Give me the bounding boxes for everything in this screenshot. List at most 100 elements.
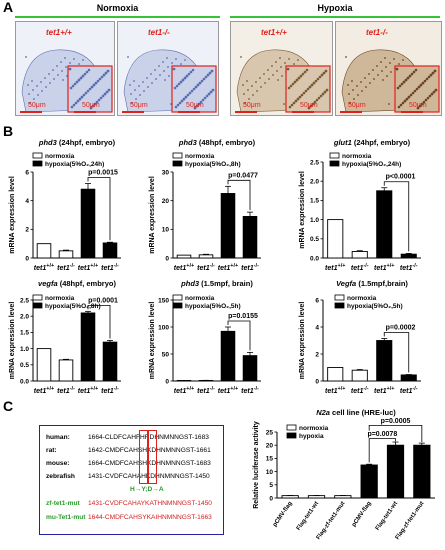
chart-3-ytick-label-5: 2.5: [20, 297, 29, 304]
chart-2-ytick-label-4: 2.0: [310, 179, 319, 186]
chart-5-xtick-label-0: tet1+/+: [325, 386, 345, 395]
chart-5-bar-0: [327, 367, 344, 382]
chart-3-ytick-label-1: 0.5: [20, 362, 29, 369]
chart-3-xtick-label-2: tet1+/+: [78, 386, 98, 395]
genotype-label-2: tet1-/-: [148, 28, 170, 37]
chart-2-legend-hypoxia-label: hypoxia(5%O₂,24h): [342, 161, 401, 168]
chart-5-legend-normoxia-swatch: [334, 294, 345, 301]
chart-6-ytick-label-4: 20: [266, 443, 274, 450]
chart-6-ytick-label-3: 15: [266, 456, 274, 463]
chart-2-ytick-label-2: 1.0: [310, 217, 319, 224]
chart-4-bar-3: [242, 355, 258, 382]
chart-5-bracket: [383, 332, 410, 373]
chart-6-ytick-label-0: 0: [269, 495, 273, 502]
chart-3-ytick-label-0: 0.0: [20, 378, 29, 385]
chart-0-xtick-label-1: tet1-/-: [57, 263, 75, 272]
chart-2-ytick-label-0: 0.0: [310, 255, 319, 262]
chart-5-xtick-label-3: tet1-/-: [400, 386, 418, 395]
normoxia-title: Normoxia: [96, 3, 139, 13]
chart-0-ytick-label-3: 6: [25, 169, 29, 176]
chart-0-ytick-label-1: 2: [25, 227, 29, 234]
histology-image-2: tet1-/- 50μm 50μm: [117, 21, 219, 116]
chart-3-legend-hypoxia-label: hypoxia(5%O₂,8h): [45, 303, 101, 310]
scale-bar-inset: [401, 111, 423, 113]
chart-1-bar-1: [198, 254, 214, 259]
chart-2-xtick-label-3: tet1-/-: [400, 263, 418, 272]
chart-1-bar-3: [242, 215, 258, 259]
chart-5-ytick-label-3: 6: [315, 297, 319, 304]
chart-1-legend-hypoxia-label: hypoxia(5%O₂,8h): [185, 161, 241, 168]
chart-2-legend-hypoxia-swatch: [329, 160, 340, 167]
chart-1-bar-2: [220, 193, 236, 259]
chart-0-bar-2: [80, 188, 96, 259]
sequence-alignment-box: human: 1664-CLDFCAHFHRDHNMNNGST-1683 rat: 1…: [39, 425, 224, 535]
scale-bar-main: [20, 111, 42, 113]
chart-2-annotation: p<0.0001: [386, 174, 416, 181]
chart-6-bar-0: [281, 495, 299, 499]
panel-b-label: B: [3, 123, 14, 139]
chart-0-ytick-label-2: 4: [25, 198, 29, 205]
chart-1-legend-hypoxia-swatch: [172, 160, 183, 167]
chart-4-bracket: [227, 320, 251, 351]
chart-0-legend-normoxia-label: normoxia: [45, 153, 75, 160]
chart-1-xtick-label-3: tet1-/-: [241, 263, 259, 272]
chart-0-bar-1: [58, 250, 74, 259]
sequence-text: 1431-CVDFCAHAYKATHNMNNGST-1450: [88, 500, 212, 507]
sequence-text: 1644-CMDFCAHSYKAIHNMNNGST-1663: [88, 514, 212, 521]
chart-6-xtick-label-2: Flag-zf-tet1-mut: [316, 501, 347, 541]
scale-bar-inset: [178, 111, 200, 113]
scale-bar-main-text: 50μm: [243, 102, 261, 109]
chart-6-xtick-label-5: Flag-zf-tet1-mut: [395, 501, 426, 541]
chart-4-ylabel: mRNA expression level: [149, 302, 156, 380]
chart-1-ytick-label-2: 20: [162, 198, 170, 205]
scale-bar-main-text: 50μm: [28, 102, 46, 109]
chart-0-title: phd3 (24hpf, embryo): [38, 138, 116, 147]
chart-1-bracket: [227, 179, 251, 211]
hl-box-d: [148, 430, 157, 484]
chart-4-legend-hypoxia-swatch: [172, 302, 183, 309]
chart-6-bracket-1: [368, 425, 423, 443]
chart-2-bar-1: [351, 251, 368, 259]
chart-3-ylabel: mRNA expression level: [9, 302, 16, 380]
chart-6-bar-1: [307, 495, 326, 499]
chart-4-xtick-label-3: tet1-/-: [241, 386, 259, 395]
chart-1-ytick-label-3: 30: [162, 169, 170, 176]
chart-6-annotation-0: p=0.0078: [367, 431, 397, 438]
chart-6-xtick-label-1: Flag-tet1-wt: [296, 501, 320, 532]
scale-bar-main-text: 50μm: [348, 102, 366, 109]
chart-3-ytick-label-4: 2.0: [20, 314, 29, 321]
chart-5-legend-hypoxia-swatch: [334, 302, 345, 309]
chart-5-ylabel: mRNA expression level: [299, 302, 306, 380]
chart-2-xtick-label-0: tet1+/+: [325, 263, 345, 272]
hypoxia-title: Hypoxia: [317, 3, 353, 13]
chart-5-ytick-label-0: 0: [315, 378, 319, 385]
chart-6-legend-normoxia-label: normoxia: [299, 425, 329, 432]
chart-6-bar-4: [386, 444, 405, 499]
chart-5-bar-1: [351, 369, 368, 382]
histology-image-4: tet1-/- 50μm 50μm: [335, 21, 442, 116]
chart-1-xtick-label-1: tet1-/-: [197, 263, 215, 272]
chart-3-bar-0: [36, 348, 52, 382]
chart-2-legend-normoxia-label: normoxia: [342, 153, 372, 160]
chart-5-ytick-label-2: 4: [315, 324, 319, 331]
chart-4-bar-0: [176, 380, 192, 382]
chart-1-ytick-label-1: 10: [162, 227, 170, 234]
hypoxia-bar: [230, 16, 440, 18]
chart-4-xtick-label-0: tet1+/+: [174, 386, 194, 395]
chart-4-annotation: p=0.0155: [228, 313, 258, 320]
chart-3-annotation: p=0.0001: [88, 297, 118, 304]
chart-4-legend-normoxia-label: normoxia: [185, 295, 215, 302]
chart-0-ytick-label-0: 0: [25, 255, 29, 262]
chart-2-xtick-label-2: tet1+/+: [374, 263, 394, 272]
chart-2-bar-0: [327, 219, 344, 259]
sequence-row-3: zebrafish 1431-CVDFCAHAHKDHNMNNGST-1450: [46, 473, 210, 480]
chart-5-legend-normoxia-label: normoxia: [347, 295, 377, 302]
chart-6-annotation-1: p=0.0005: [381, 418, 411, 425]
chart-1-title: phd3 (48hpf, embryo): [178, 138, 256, 147]
species-label: rat:: [46, 447, 57, 454]
chart-0-legend-hypoxia-swatch: [32, 160, 43, 167]
chart-2-legend-normoxia-swatch: [329, 152, 340, 159]
chart-2-bar-3: [400, 253, 417, 259]
chart-4-ytick-label-3: 150: [158, 297, 169, 304]
